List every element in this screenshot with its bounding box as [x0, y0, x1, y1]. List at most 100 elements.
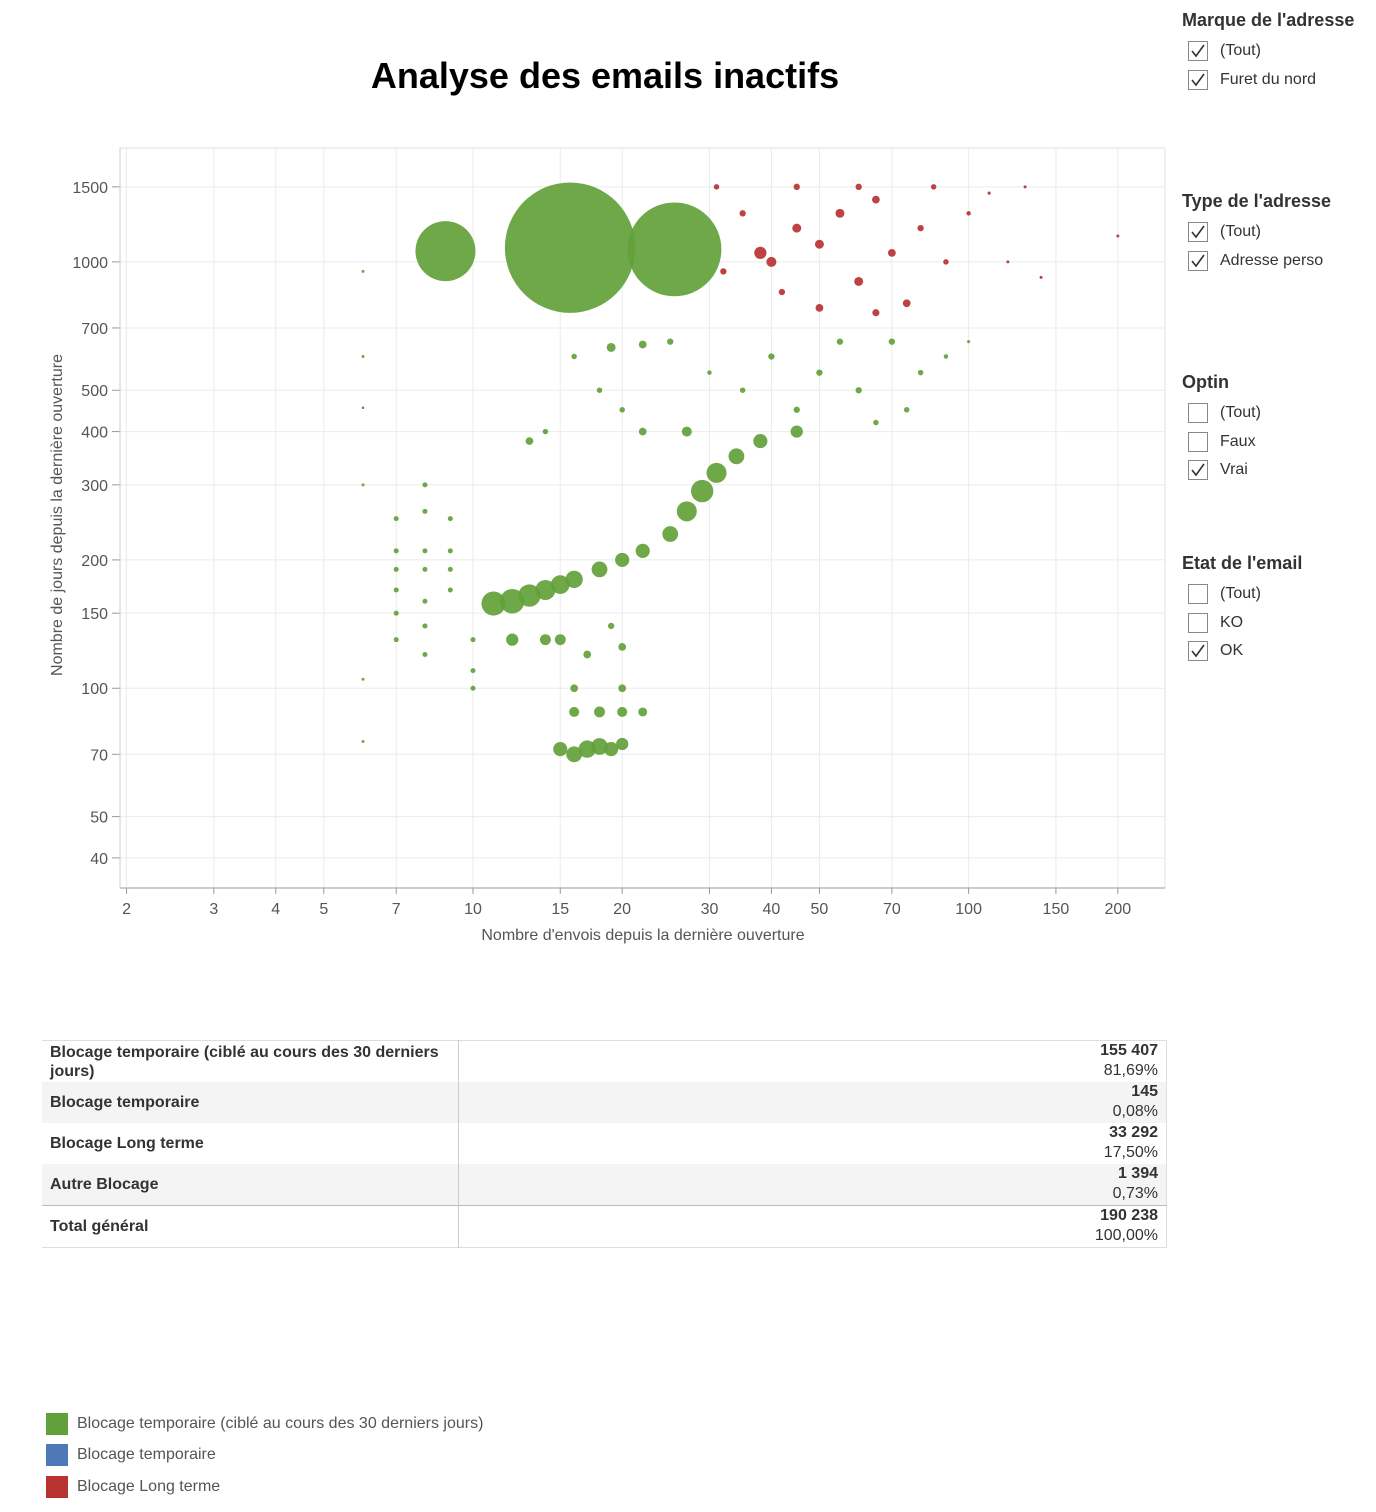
- filter-label: (Tout): [1220, 42, 1261, 60]
- data-point: [707, 370, 712, 375]
- data-point: [447, 587, 453, 593]
- checkbox[interactable]: [1188, 222, 1208, 243]
- data-point: [542, 428, 549, 435]
- checkbox[interactable]: [1188, 584, 1208, 605]
- percent: 81,69%: [1103, 1062, 1158, 1079]
- filter-item[interactable]: Adresse perso: [1182, 247, 1372, 276]
- legend-label: Blocage temporaire: [77, 1446, 216, 1464]
- data-point: [887, 248, 896, 257]
- data-point: [583, 650, 592, 659]
- check-mark: [1191, 225, 1205, 239]
- data-point: [470, 685, 476, 691]
- data-point: [943, 259, 949, 265]
- x-tick-label: 10: [464, 901, 482, 918]
- data-point: [470, 637, 476, 643]
- checkbox[interactable]: [1188, 612, 1208, 633]
- row-label: Autre Blocage: [42, 1164, 459, 1206]
- data-point: [966, 211, 971, 216]
- data-point: [836, 338, 844, 345]
- x-tick-label: 50: [811, 901, 829, 918]
- row-label: Blocage Long terme: [42, 1123, 459, 1164]
- data-point: [615, 552, 630, 567]
- data-point: [766, 256, 777, 267]
- data-point: [393, 516, 399, 522]
- check-mark: [1191, 44, 1205, 58]
- data-point: [594, 706, 605, 718]
- filter-item[interactable]: (Tout): [1182, 399, 1372, 428]
- filter-group: Type de l'adresse (Tout) Adresse perso: [1182, 191, 1372, 372]
- data-point: [591, 561, 608, 578]
- checkbox[interactable]: [1188, 641, 1208, 662]
- filter-item[interactable]: OK: [1182, 637, 1372, 666]
- data-point: [604, 742, 619, 757]
- x-axis-label: Nombre d'envois depuis la dernière ouver…: [481, 927, 804, 944]
- data-point: [793, 183, 800, 190]
- filter-label: (Tout): [1220, 404, 1261, 422]
- data-point: [565, 570, 583, 589]
- table-row: Blocage temporaire (ciblé au cours des 3…: [42, 1040, 1167, 1082]
- count: 33 292: [1109, 1124, 1158, 1141]
- data-point: [943, 354, 949, 359]
- y-tick-label: 400: [81, 425, 108, 442]
- data-point: [566, 746, 583, 763]
- filter-label: (Tout): [1220, 585, 1261, 603]
- checkbox[interactable]: [1188, 460, 1208, 481]
- data-point: [415, 221, 476, 282]
- filter-label: Adresse perso: [1220, 251, 1324, 269]
- checkbox[interactable]: [1188, 403, 1208, 424]
- data-point: [720, 268, 727, 275]
- row-values: 190 238 100,00%: [458, 1205, 1167, 1248]
- percent: 0,73%: [1112, 1185, 1158, 1202]
- checkbox[interactable]: [1188, 41, 1208, 62]
- y-tick-label: 70: [90, 747, 108, 764]
- data-point: [447, 548, 453, 554]
- filter-title: Marque de l'adresse: [1182, 10, 1355, 30]
- checkbox[interactable]: [1188, 250, 1208, 271]
- data-point: [607, 622, 615, 630]
- data-point: [617, 706, 628, 717]
- y-tick-label: 500: [81, 383, 108, 400]
- legend-swatch: [46, 1475, 68, 1498]
- data-point: [616, 737, 629, 751]
- grid: [119, 147, 1166, 889]
- y-tick-label: 150: [81, 606, 108, 623]
- points: [361, 182, 1120, 763]
- filter-item[interactable]: Faux: [1182, 428, 1372, 457]
- legend-item: Blocage temporaire (ciblé au cours des 3…: [46, 1408, 483, 1440]
- data-point: [504, 182, 636, 313]
- row-values: 145 0,08%: [458, 1082, 1167, 1123]
- data-point: [554, 634, 566, 646]
- filter-item[interactable]: Vrai: [1182, 456, 1372, 485]
- filter-item[interactable]: (Tout): [1182, 218, 1372, 247]
- data-point: [393, 610, 399, 616]
- data-point: [638, 340, 647, 349]
- filter-item[interactable]: KO: [1182, 609, 1372, 638]
- y-tick-label: 50: [90, 810, 108, 827]
- data-point: [422, 566, 428, 572]
- data-point: [361, 406, 365, 410]
- data-point: [855, 183, 862, 190]
- row-label: Total général: [42, 1205, 459, 1248]
- data-point: [506, 633, 519, 646]
- x-tick-label: 40: [762, 901, 780, 918]
- data-point: [535, 579, 556, 600]
- filter-item[interactable]: Furet du nord: [1182, 66, 1372, 95]
- percent: 100,00%: [1094, 1227, 1158, 1244]
- data-point: [667, 338, 674, 345]
- filter-item[interactable]: (Tout): [1182, 580, 1372, 609]
- x-tick-label: 2: [122, 901, 131, 918]
- data-point: [638, 707, 648, 717]
- data-point: [792, 223, 802, 233]
- data-point: [422, 548, 428, 554]
- data-point: [638, 427, 647, 436]
- filter-title: Etat de l'email: [1182, 553, 1303, 573]
- x-tick-label: 3: [209, 901, 218, 918]
- table-row: Blocage temporaire 145 0,08%: [42, 1082, 1167, 1123]
- percent: 17,50%: [1103, 1144, 1158, 1161]
- checkbox[interactable]: [1188, 431, 1208, 452]
- data-point: [361, 269, 365, 273]
- checkbox[interactable]: [1188, 69, 1208, 90]
- data-point: [917, 369, 924, 376]
- filter-item[interactable]: (Tout): [1182, 37, 1372, 66]
